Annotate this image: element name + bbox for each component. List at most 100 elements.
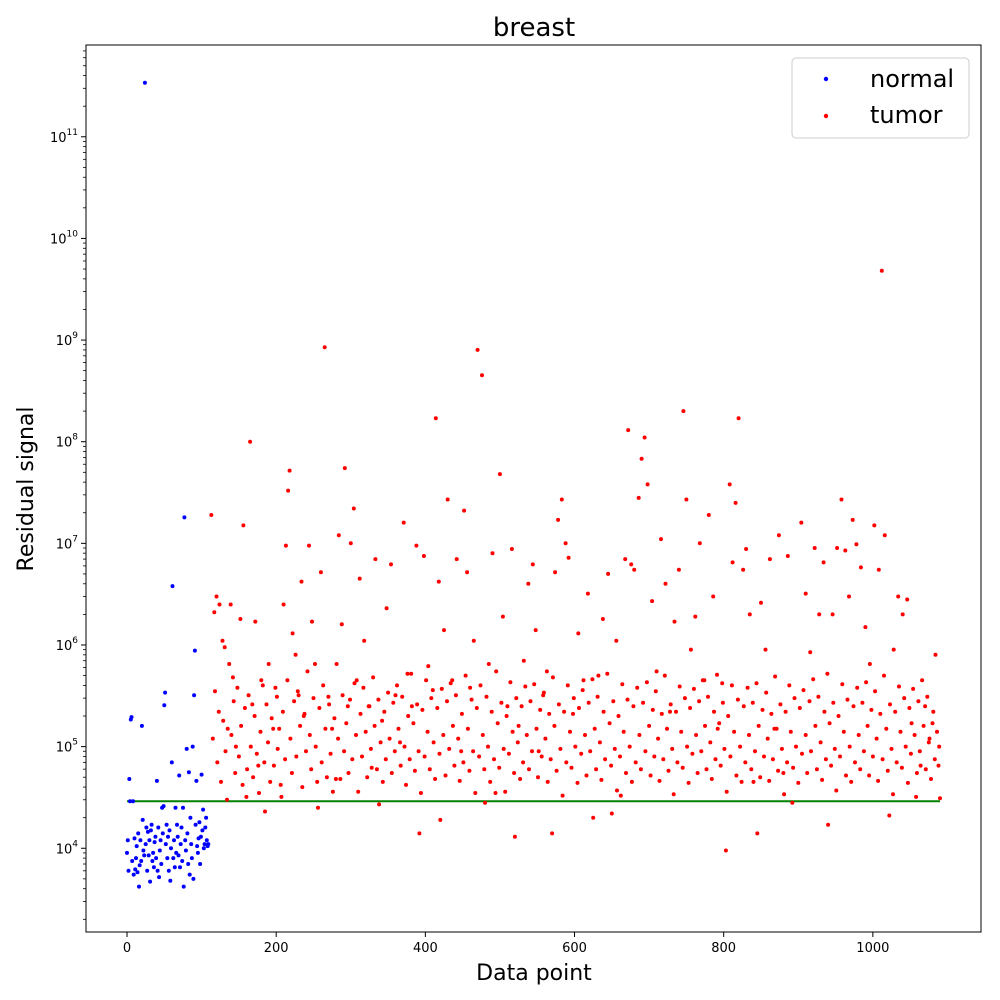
scatter-point-normal [170,584,175,589]
scatter-point-tumor [372,723,377,728]
scatter-point-tumor [636,495,641,500]
scatter-point-tumor [668,709,672,714]
scatter-point-normal [198,862,203,866]
scatter-point-tumor [240,782,245,787]
scatter-point-normal [185,831,190,836]
scatter-point-tumor [336,736,341,741]
scatter-point-normal [189,856,194,861]
scatter-point-tumor [663,581,668,586]
x-axis-label: Data point [476,961,592,986]
x-tick-label: 1000 [856,941,889,956]
scatter-point-tumor [346,771,351,775]
scatter-point-tumor [543,736,548,741]
scatter-point-tumor [583,733,587,737]
scatter-point-tumor [700,678,705,683]
scatter-point-tumor [290,631,295,636]
scatter-point-tumor [229,733,234,737]
legend-marker-tumor [823,113,829,119]
scatter-point-tumor [603,757,608,762]
scatter-point-tumor [304,749,308,754]
scatter-point-tumor [728,754,733,759]
scatter-point-tumor [645,482,650,487]
scatter-point-tumor [682,696,687,701]
scatter-point-tumor [380,718,385,723]
scatter-point-tumor [233,771,238,775]
scatter-point-tumor [382,709,387,714]
scatter-point-tumor [326,694,331,699]
scatter-point-tumor [499,700,504,705]
scatter-point-tumor [811,677,816,682]
scatter-point-tumor [395,683,399,688]
scatter-point-normal [157,875,162,880]
scatter-point-normal [201,807,206,812]
scatter-point-tumor [585,591,590,596]
scatter-point-tumor [528,699,533,704]
scatter-point-normal [133,867,138,872]
scatter-point-tumor [600,617,605,621]
scatter-point-tumor [861,749,866,754]
scatter-point-tumor [625,697,630,702]
scatter-point-tumor [770,757,775,762]
plot-frame [85,44,982,933]
scatter-point-tumor [697,699,702,704]
scatter-point-tumor [533,628,538,633]
y-axis: 104 105 106 107 108 109 1010 1011 [50,50,86,920]
scatter-point-tumor [309,767,314,772]
scatter-point-tumor [459,749,464,754]
scatter-point-normal [192,648,197,653]
scatter-point-tumor [579,751,584,756]
scatter-point-tumor [627,744,632,749]
scatter-point-tumor [222,645,227,650]
scatter-point-tumor [438,817,443,822]
scatter-point-tumor [704,767,709,772]
scatter-point-tumor [937,744,942,749]
scatter-point-normal [150,859,155,863]
scatter-point-tumor [227,662,232,666]
scatter-point-tumor [807,699,812,704]
scatter-point-tumor [830,612,835,617]
scatter-point-tumor [225,726,230,731]
scatter-point-tumor [927,736,932,741]
scatter-point-tumor [853,760,857,765]
scatter-point-tumor [553,570,558,575]
scatter-point-tumor [756,723,761,728]
scatter-point-tumor [931,709,936,714]
scatter-point-tumor [869,707,874,712]
scatter-point-tumor [527,767,531,772]
scatter-point-normal [148,879,153,884]
scatter-point-tumor [415,702,420,707]
scatter-point-tumor [431,740,436,745]
scatter-point-tumor [280,709,285,714]
scatter-point-tumor [681,409,686,414]
scatter-point-normal [206,842,211,847]
scatter-point-normal [163,842,168,847]
scatter-point-tumor [254,751,259,756]
scatter-point-tumor [747,733,751,737]
scatter-point-tumor [821,560,826,565]
scatter-point-tumor [666,768,671,773]
scatter-point-tumor [256,763,261,768]
scatter-point-normal [182,515,187,520]
scatter-point-tumor [706,513,711,517]
scatter-point-tumor [554,768,559,773]
scatter-point-tumor [467,768,472,773]
scatter-point-tumor [782,792,787,797]
scatter-point-normal [148,828,153,833]
scatter-point-tumor [826,822,831,827]
scatter-point-tumor [738,744,743,749]
scatter-point-tumor [530,562,535,567]
scatter-point-tumor [774,726,779,731]
scatter-point-tumor [823,757,828,762]
scatter-point-normal [173,805,178,810]
scatter-point-tumor [676,567,681,572]
scatter-point-tumor [298,723,303,728]
scatter-point-tumor [914,794,919,799]
scatter-point-tumor [677,684,682,689]
scatter-point-tumor [763,647,768,652]
scatter-point-tumor [584,773,589,778]
scatter-point-tumor [921,723,926,728]
scatter-point-tumor [812,546,817,550]
scatter-point-tumor [878,711,883,716]
scatter-point-tumor [398,740,402,745]
scatter-point-tumor [541,690,546,695]
